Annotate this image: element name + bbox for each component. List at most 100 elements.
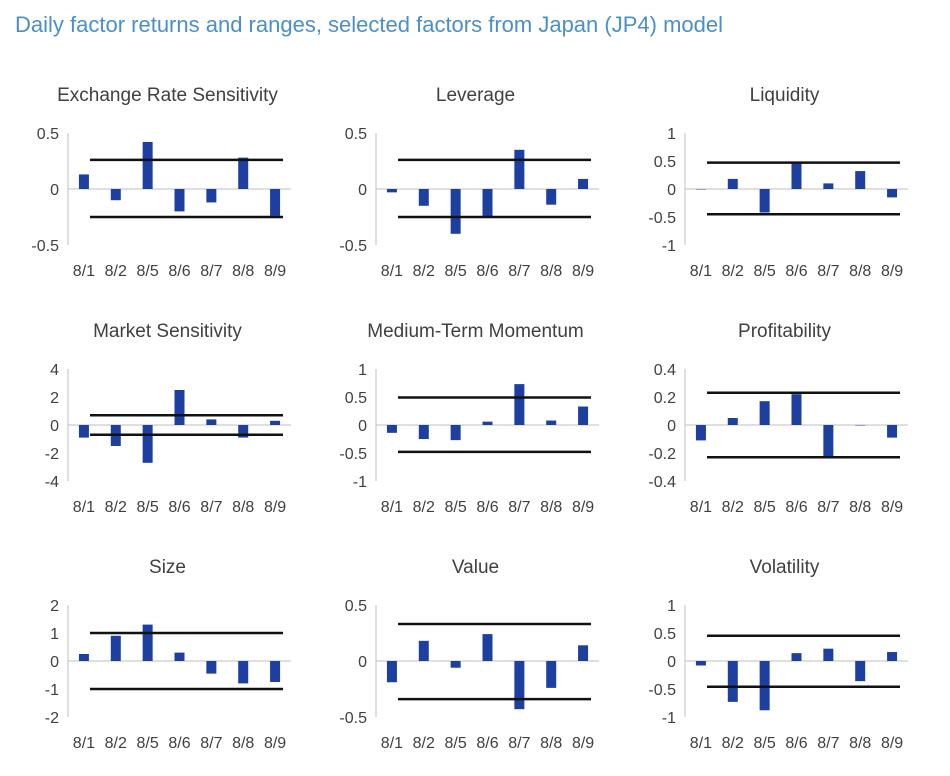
bar-8/6 (791, 653, 802, 661)
x-tick-label: 8/1 (73, 263, 95, 280)
y-tick-label: 0.5 (345, 598, 367, 615)
bar-8/1 (386, 425, 397, 433)
factor-chart-4: Medium-Term Momentum 1 0.5 0 -0.5 -1 8/1 8/2 8/5… (339, 321, 599, 516)
y-tick-label: 0 (50, 182, 59, 199)
bar-8/2 (727, 661, 738, 702)
x-tick-label: 8/1 (73, 735, 95, 752)
x-tick-label: 8/5 (754, 499, 776, 516)
bar-8/6 (482, 421, 493, 425)
y-tick-label: -2 (45, 446, 59, 463)
y-tick-label: 0.5 (654, 626, 676, 643)
x-tick-label: 8/9 (572, 735, 594, 752)
y-tick-label: 0 (50, 654, 59, 671)
y-tick-label: 1 (358, 362, 367, 379)
y-tick-label: 0 (358, 182, 367, 199)
bar-8/5 (142, 141, 153, 189)
bar-8/6 (791, 394, 802, 425)
bar-8/1 (78, 654, 89, 661)
y-tick-label: 0.5 (345, 126, 367, 143)
y-tick-label: -0.4 (648, 474, 676, 491)
bar-8/8 (546, 420, 557, 425)
x-tick-label: 8/8 (232, 263, 254, 280)
bar-8/5 (759, 401, 770, 425)
y-tick-label: 2 (50, 598, 59, 615)
bar-8/8 (855, 661, 866, 682)
y-tick-label: 0.2 (654, 390, 676, 407)
y-tick-label: -4 (45, 474, 59, 491)
bar-8/7 (206, 189, 217, 203)
factor-chart-1: Leverage 0.5 0 -0.5 8/1 8/2 8/5 8/6 8/7 8/8 8/9 (339, 85, 599, 280)
bar-8/1 (78, 174, 89, 189)
x-tick-label: 8/7 (508, 499, 530, 516)
bar-8/7 (206, 419, 217, 425)
factor-chart-5: Profitability 0.4 0.2 0 -0.2 -0.4 8/1 8/2 8/5 8/6… (648, 321, 908, 516)
bar-8/8 (546, 189, 557, 205)
bar-8/5 (450, 189, 461, 234)
bar-8/2 (110, 635, 121, 661)
y-tick-label: 4 (50, 362, 59, 379)
x-tick-label: 8/5 (754, 263, 776, 280)
bar-8/1 (695, 661, 706, 666)
x-tick-label: 8/1 (690, 263, 712, 280)
chart-title: Exchange Rate Sensitivity (57, 85, 278, 106)
x-tick-label: 8/9 (881, 263, 903, 280)
y-tick-label: 2 (50, 390, 59, 407)
x-tick-label: 8/6 (476, 263, 498, 280)
x-tick-label: 8/9 (881, 499, 903, 516)
y-tick-label: 0 (358, 654, 367, 671)
x-tick-label: 8/1 (73, 499, 95, 516)
factor-chart-0: Exchange Rate Sensitivity 0.5 0 -0.5 8/1 8/2 8… (31, 85, 291, 280)
x-tick-label: 8/2 (722, 499, 744, 516)
bar-8/9 (270, 661, 281, 682)
page-title: Daily factor returns and ranges, selecte… (15, 12, 723, 37)
x-tick-label: 8/2 (105, 499, 127, 516)
bar-8/8 (855, 171, 866, 189)
x-tick-label: 8/6 (476, 499, 498, 516)
y-tick-label: 0 (667, 654, 676, 671)
chart-title: Medium-Term Momentum (367, 321, 583, 342)
y-tick-label: -0.5 (648, 210, 676, 227)
x-tick-label: 8/1 (381, 499, 403, 516)
bar-8/2 (418, 189, 429, 206)
bar-8/7 (823, 183, 834, 189)
bar-8/2 (418, 640, 429, 661)
x-tick-label: 8/7 (817, 735, 839, 752)
x-tick-label: 8/8 (849, 263, 871, 280)
x-tick-label: 8/2 (105, 263, 127, 280)
x-tick-label: 8/7 (200, 263, 222, 280)
bar-8/9 (578, 645, 589, 661)
factor-chart-2: Liquidity 1 0.5 0 -0.5 -1 8/1 8/2 8/5 8/6 8/7 8/8 8/… (648, 85, 908, 280)
x-tick-label: 8/2 (413, 263, 435, 280)
y-tick-label: 0 (667, 182, 676, 199)
bar-8/7 (514, 384, 525, 425)
bar-8/6 (482, 634, 493, 661)
bar-8/2 (727, 418, 738, 425)
x-tick-label: 8/9 (264, 735, 286, 752)
bar-8/9 (578, 178, 589, 189)
y-tick-label: -1 (662, 710, 676, 727)
x-tick-label: 8/5 (137, 263, 159, 280)
bar-8/6 (791, 163, 802, 189)
y-tick-label: 1 (667, 598, 676, 615)
x-tick-label: 8/6 (168, 263, 190, 280)
y-tick-label: -0.5 (339, 446, 367, 463)
bar-8/9 (270, 189, 281, 216)
bar-8/9 (887, 652, 898, 661)
x-tick-label: 8/1 (381, 263, 403, 280)
bar-8/2 (727, 178, 738, 189)
bar-8/5 (450, 425, 461, 441)
bar-8/6 (174, 390, 185, 425)
y-tick-label: 0.5 (654, 154, 676, 171)
y-tick-label: 1 (667, 126, 676, 143)
chart-title: Profitability (738, 321, 831, 342)
x-tick-label: 8/9 (264, 499, 286, 516)
bar-8/9 (887, 189, 898, 198)
x-tick-label: 8/8 (849, 499, 871, 516)
bar-8/1 (386, 189, 397, 193)
x-tick-label: 8/6 (476, 735, 498, 752)
bar-8/7 (514, 661, 525, 710)
x-tick-label: 8/2 (413, 499, 435, 516)
bar-8/6 (482, 189, 493, 217)
bar-8/8 (238, 157, 249, 189)
